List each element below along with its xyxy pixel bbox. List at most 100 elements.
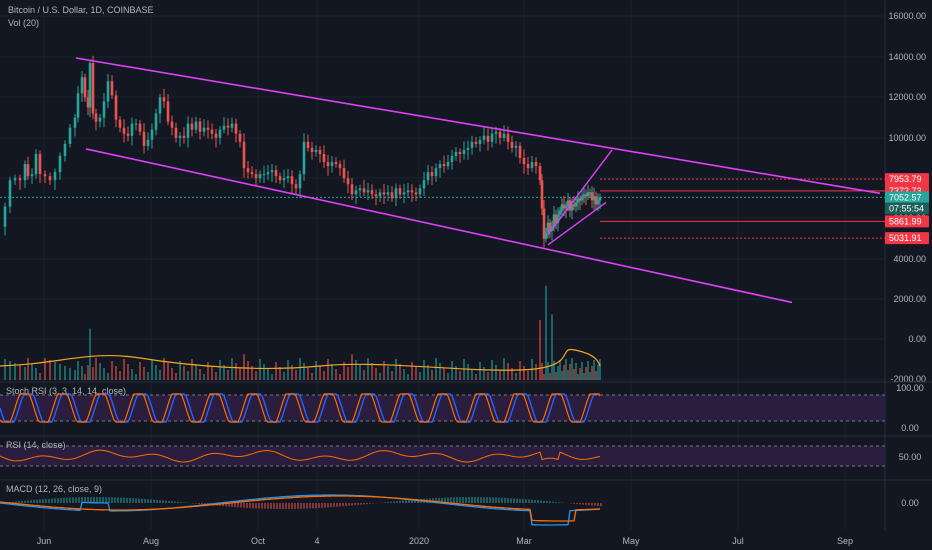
macd-histogram-bar	[246, 503, 248, 508]
macd-histogram-bar	[225, 503, 227, 507]
candle-body	[234, 123, 238, 134]
candle-body	[390, 192, 394, 199]
candle-body	[458, 151, 462, 154]
candle-body	[230, 123, 234, 128]
volume-bar	[81, 366, 83, 380]
volume-bar	[523, 366, 525, 380]
macd-histogram-bar	[162, 500, 164, 503]
candle-body	[562, 204, 566, 209]
candle-body	[166, 101, 170, 122]
macd-histogram-bar	[75, 497, 77, 503]
volume-bar	[275, 362, 277, 380]
volume-bar	[223, 365, 225, 380]
candle-body	[170, 121, 174, 128]
macd-histogram-bar	[303, 503, 305, 509]
volume-bar	[343, 362, 345, 380]
macd-histogram-bar	[456, 497, 458, 503]
macd-histogram-bar	[18, 501, 20, 503]
volume-bar	[31, 363, 33, 380]
macd-histogram-bar	[354, 503, 356, 506]
candle-body	[586, 192, 590, 197]
candle-body	[182, 135, 186, 138]
macd-histogram-bar	[540, 500, 542, 503]
volume-bar	[239, 368, 241, 380]
volume-bar	[191, 359, 193, 380]
volume-bar	[479, 362, 481, 380]
stoch-d-line	[0, 393, 601, 423]
candle-body	[242, 141, 246, 169]
volume-bar	[419, 372, 421, 380]
macd-histogram-bar	[438, 497, 440, 503]
volume-bar	[347, 367, 349, 380]
volume-bar	[363, 370, 365, 380]
candle-body	[374, 194, 378, 197]
candle-body	[138, 123, 142, 132]
candle-body	[572, 204, 576, 207]
candle-body	[142, 131, 146, 146]
candle-body	[226, 125, 230, 128]
candle-body	[590, 192, 594, 201]
macd-histogram-bar	[198, 503, 200, 504]
candle-body	[198, 121, 202, 132]
price-tag-label: 5861.99	[889, 216, 922, 226]
macd-histogram-bar	[258, 503, 260, 509]
candle-body	[38, 153, 42, 175]
volume-bar	[443, 368, 445, 380]
volume-bar	[187, 371, 189, 380]
macd-histogram-bar	[147, 499, 149, 503]
macd-histogram-bar	[546, 501, 548, 503]
candle-body	[486, 135, 490, 142]
macd-histogram-bar	[132, 498, 134, 503]
candle-body	[542, 208, 546, 239]
macd-histogram-bar	[552, 501, 554, 503]
macd-histogram-bar	[108, 497, 110, 503]
macd-histogram-bar	[492, 497, 494, 503]
macd-histogram-bar	[525, 499, 527, 503]
macd-histogram-bar	[291, 503, 293, 509]
macd-histogram-bar	[15, 501, 17, 503]
candle-body	[490, 133, 494, 142]
macd-histogram-bar	[282, 503, 284, 509]
candle-body	[158, 97, 162, 114]
candle-body	[502, 133, 506, 138]
volume-bar	[155, 365, 157, 380]
volume-bar	[295, 370, 297, 380]
candle-body	[422, 180, 426, 189]
volume-bar	[499, 370, 501, 380]
volume-bar	[559, 360, 561, 380]
candle-body	[13, 178, 17, 181]
macd-histogram-bar	[579, 503, 581, 505]
candle-body	[446, 162, 450, 167]
macd-histogram-bar	[327, 503, 329, 508]
macd-histogram-bar	[39, 499, 41, 503]
volume-bar	[9, 361, 11, 380]
candle-body	[522, 158, 526, 165]
macd-histogram-bar	[36, 499, 38, 503]
pane-label-rsi: RSI (14, close)	[6, 440, 66, 450]
candle-body	[538, 166, 542, 181]
volume-bar	[407, 374, 409, 380]
volume-ma-line	[0, 348, 601, 371]
candle-body	[598, 197, 602, 201]
candle-body	[134, 123, 138, 125]
candle-body	[238, 133, 242, 142]
volume-bar	[391, 371, 393, 380]
candle-body	[314, 149, 318, 152]
macd-histogram-bar	[576, 503, 578, 505]
candle-body	[382, 192, 386, 195]
candle-body	[174, 127, 178, 138]
macd-histogram-bar	[300, 503, 302, 509]
macd-histogram-bar	[345, 503, 347, 507]
candle-body	[30, 174, 34, 177]
macd-histogram-bar	[51, 498, 53, 503]
macd-histogram-bar	[342, 503, 344, 507]
rsi-line	[0, 449, 601, 463]
volume-bar	[303, 363, 305, 380]
volume-bar	[503, 358, 505, 380]
candle-body	[410, 190, 414, 193]
volume-bar	[555, 372, 557, 380]
candle-body	[222, 125, 226, 130]
candle-body	[574, 202, 578, 207]
macd-histogram-bar	[24, 500, 26, 503]
